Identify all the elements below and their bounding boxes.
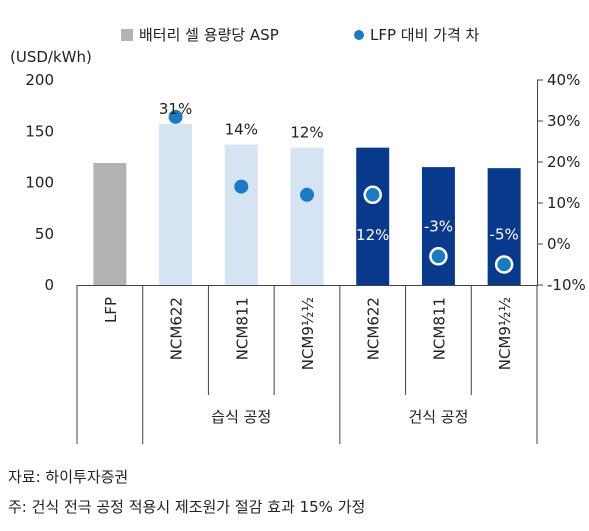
data-label: 12% [356,226,389,244]
y-right-tick-label: 20% [547,153,580,171]
y-right-tick-label: -10% [547,276,586,294]
category-label: NCM622 [365,297,383,360]
data-label: 14% [225,121,258,139]
legend-dot-swatch [354,30,364,40]
y-left-axis-label: (USD/kWh) [10,48,92,66]
bar [93,163,127,285]
y-left-tick-label: 50 [35,225,54,243]
y-right-tick-label: 10% [547,194,580,212]
category-label: NCM811 [233,297,251,360]
category-label: NCM811 [430,297,448,360]
data-point [363,185,382,205]
bar [159,124,193,285]
group-label: 건식 공정 [408,408,468,426]
bar [224,144,258,285]
source-note: 자료: 하이투자증권 [8,468,129,486]
y-left-tick-label: 150 [25,122,54,140]
bar [356,147,390,285]
y-right-tick-label: 0% [547,235,571,253]
legend-dot-label: LFP 대비 가격 차 [370,26,480,44]
category-label: NCM622 [168,297,186,360]
bar [290,147,324,285]
data-point [494,255,514,274]
y-left-tick-label: 200 [25,71,54,89]
data-label: 12% [290,124,323,142]
y-left-tick-label: 100 [25,174,54,192]
footnote: 주: 건식 전극 공정 적용시 제조원가 절감 효과 15% 가정 [8,498,366,516]
data-point [168,109,183,124]
y-left-tick-label: 0 [44,276,54,294]
category-label: NCM9½½ [299,297,317,370]
data-label: 31% [159,100,192,118]
data-point [300,187,314,202]
data-label: -5% [490,226,519,244]
group-label: 습식 공정 [211,408,271,426]
y-right-tick-label: 30% [547,112,580,130]
legend-bar-label: 배터리 셀 용량당 ASP [139,26,279,44]
category-label: LFP [102,297,120,323]
legend-bar-swatch [121,29,133,41]
data-point [429,247,448,266]
chart: 배터리 셀 용량당 ASP LFP 대비 가격 차 (USD/kWh) 200 150 1… [10,26,586,444]
data-label: -3% [424,217,453,235]
data-point [234,179,249,194]
y-right-tick-label: 40% [547,71,580,89]
category-label: NCM9½½ [496,297,514,370]
